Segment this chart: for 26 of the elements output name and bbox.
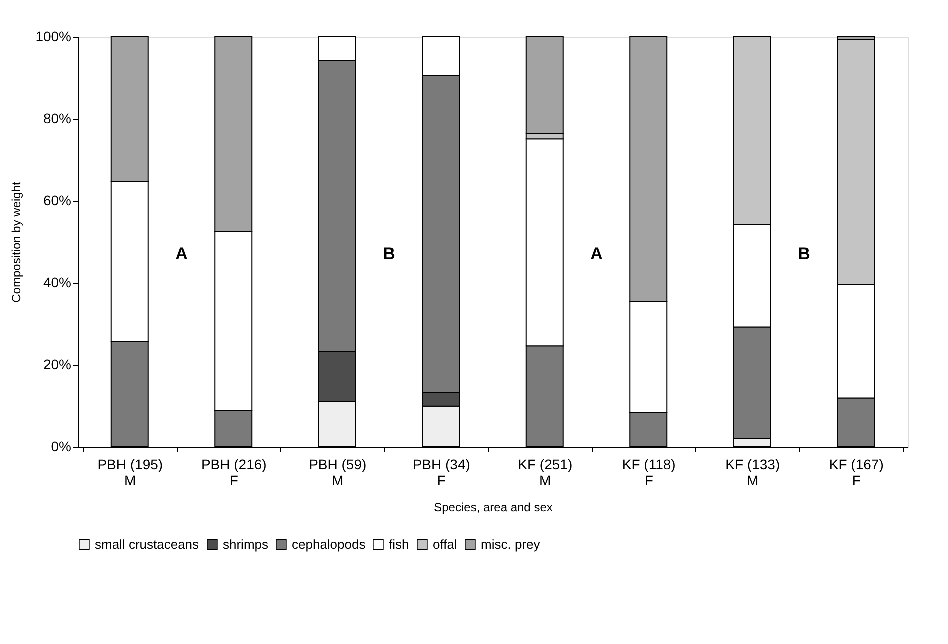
legend-label: fish: [389, 536, 410, 552]
y-tick-label: 40%: [43, 274, 72, 290]
x-tick-label: KF (167) F: [829, 456, 884, 488]
x-tick-label: KF (251) M: [518, 456, 573, 488]
x-tick-label: PBH (195) M: [98, 456, 164, 488]
y-tick-label: 60%: [43, 192, 72, 208]
legend-label: misc. prey: [481, 536, 541, 552]
y-axis-title: Composition by weight: [10, 181, 24, 303]
y-tick-label: 100%: [36, 28, 72, 44]
y-tick-label: 20%: [43, 356, 72, 372]
annotation: B: [798, 244, 810, 264]
x-tick-label: KF (133) M: [726, 456, 780, 488]
x-tick-label: PBH (59) M: [309, 456, 367, 488]
legend-label: cephalopods: [292, 536, 366, 552]
y-tick-label: 0%: [51, 438, 72, 454]
y-tick-label: 80%: [43, 110, 72, 126]
annotation: A: [590, 244, 603, 264]
annotation: B: [383, 244, 396, 264]
x-tick-label: PBH (216) F: [201, 456, 267, 488]
legend-label: offal: [433, 536, 458, 552]
legend-label: shrimps: [223, 536, 270, 552]
x-axis-title: Species, area and sex: [434, 500, 553, 514]
x-tick-label: PBH (34) F: [412, 456, 470, 488]
annotation: A: [176, 244, 188, 264]
x-tick-label: KF (118) F: [622, 456, 676, 488]
legend-label: small crustaceans: [95, 536, 200, 552]
